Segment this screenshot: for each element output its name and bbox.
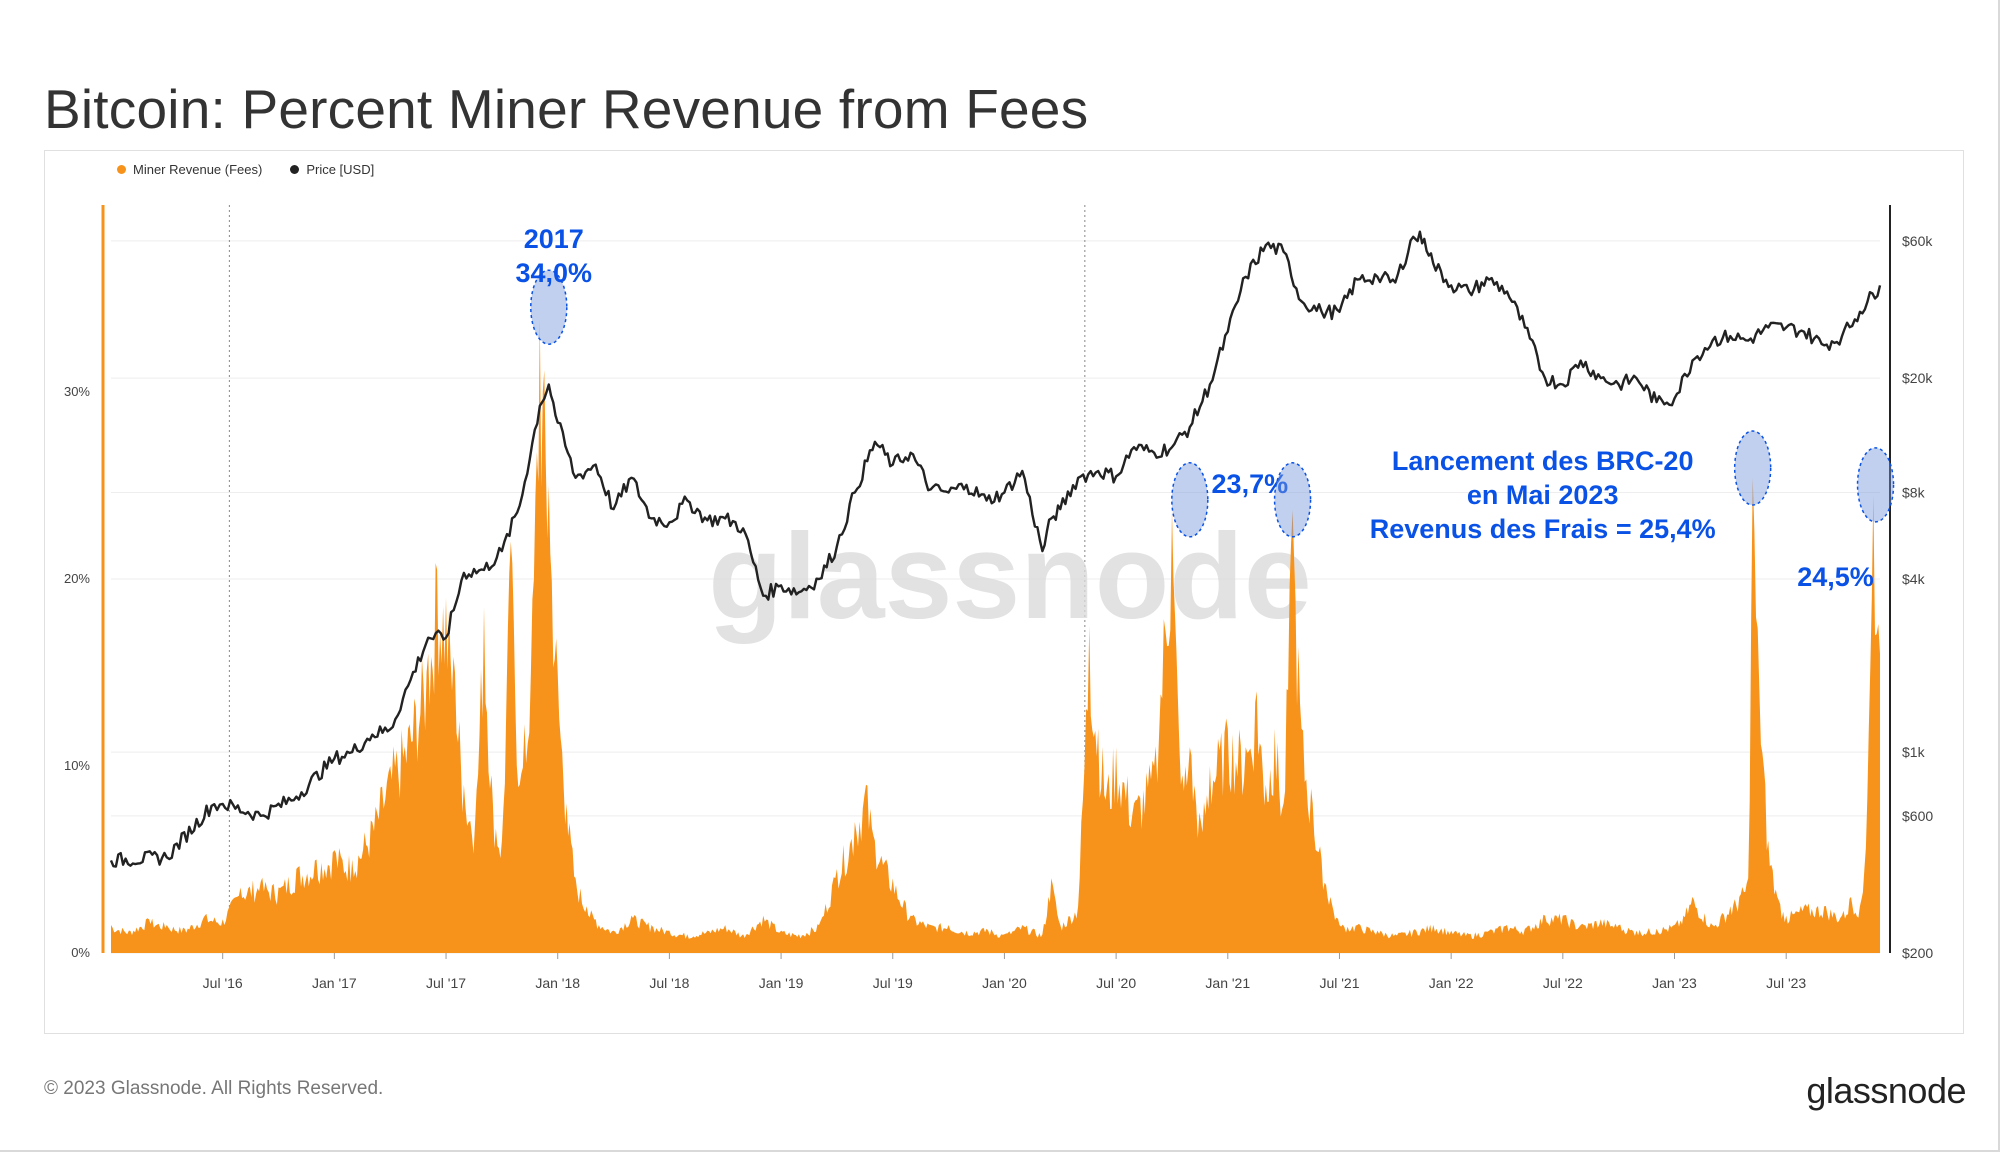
y-left-tick-label: 20% — [64, 571, 90, 586]
x-tick-label: Jul '21 — [1319, 975, 1359, 991]
x-tick-label: Jul '16 — [203, 975, 243, 991]
fees-area-series — [111, 317, 1880, 953]
chart-title: Bitcoin: Percent Miner Revenue from Fees — [44, 77, 1089, 140]
x-tick-label: Jan '22 — [1429, 975, 1474, 991]
x-tick-label: Jan '19 — [759, 975, 804, 991]
annotation-label: 34,0% — [516, 258, 593, 288]
annotation-ellipse — [1273, 462, 1312, 538]
annotation-ellipse — [1733, 430, 1772, 506]
y-right-tick-label: $60k — [1902, 233, 1933, 249]
x-tick-label: Jul '18 — [649, 975, 689, 991]
y-right-tick-label: $4k — [1902, 571, 1926, 587]
x-tick-label: Jan '20 — [982, 975, 1027, 991]
annotation-label: 24,5% — [1797, 562, 1874, 592]
footer-copyright: © 2023 Glassnode. All Rights Reserved. — [44, 1078, 384, 1099]
legend-fees-dot-icon — [117, 165, 126, 174]
y-right-tick-label: $600 — [1902, 808, 1933, 824]
y-right-tick-label: $200 — [1902, 945, 1933, 961]
y-left-tick-label: 0% — [71, 945, 90, 960]
x-tick-label: Jul '20 — [1096, 975, 1136, 991]
y-right-tick-label: $8k — [1902, 484, 1926, 500]
annotation-label: Lancement des BRC-20 — [1392, 446, 1694, 476]
x-tick-label: Jan '21 — [1205, 975, 1250, 991]
price-line-series — [109, 230, 1882, 868]
annotation-label: 23,7% — [1212, 469, 1289, 499]
x-tick-label: Jul '23 — [1766, 975, 1806, 991]
watermark-text: glassnode — [708, 508, 1311, 644]
x-tick-label: Jan '17 — [312, 975, 357, 991]
x-tick-label: Jan '23 — [1652, 975, 1697, 991]
annotation-label: en Mai 2023 — [1467, 480, 1619, 510]
x-tick-label: Jul '17 — [426, 975, 466, 991]
x-tick-label: Jul '19 — [873, 975, 913, 991]
annotation-ellipse — [1856, 447, 1895, 523]
y-right-tick-label: $20k — [1902, 370, 1933, 386]
legend: Miner Revenue (Fees) Price [USD] — [117, 162, 374, 177]
y-left-tick-label: 30% — [64, 384, 90, 399]
legend-price-dot-icon — [290, 165, 300, 174]
y-right-tick-label: $1k — [1902, 744, 1926, 760]
chart-frame — [44, 150, 1964, 1034]
legend-item-fees[interactable]: Miner Revenue (Fees) — [117, 162, 262, 177]
x-tick-label: Jul '22 — [1543, 975, 1583, 991]
footer-brand-logo: glassnode — [1806, 1070, 1966, 1111]
annotation-label: Revenus des Frais = 25,4% — [1370, 514, 1716, 544]
legend-price-label: Price [USD] — [306, 162, 375, 177]
legend-item-price[interactable]: Price [USD] — [290, 162, 374, 177]
y-left-tick-label: 10% — [64, 758, 90, 773]
annotation-ellipse — [1171, 462, 1209, 538]
legend-fees-label: Miner Revenue (Fees) — [133, 162, 263, 177]
x-tick-label: Jan '18 — [535, 975, 580, 991]
annotation-ellipse — [530, 269, 568, 345]
annotation-label: 2017 — [524, 224, 584, 254]
